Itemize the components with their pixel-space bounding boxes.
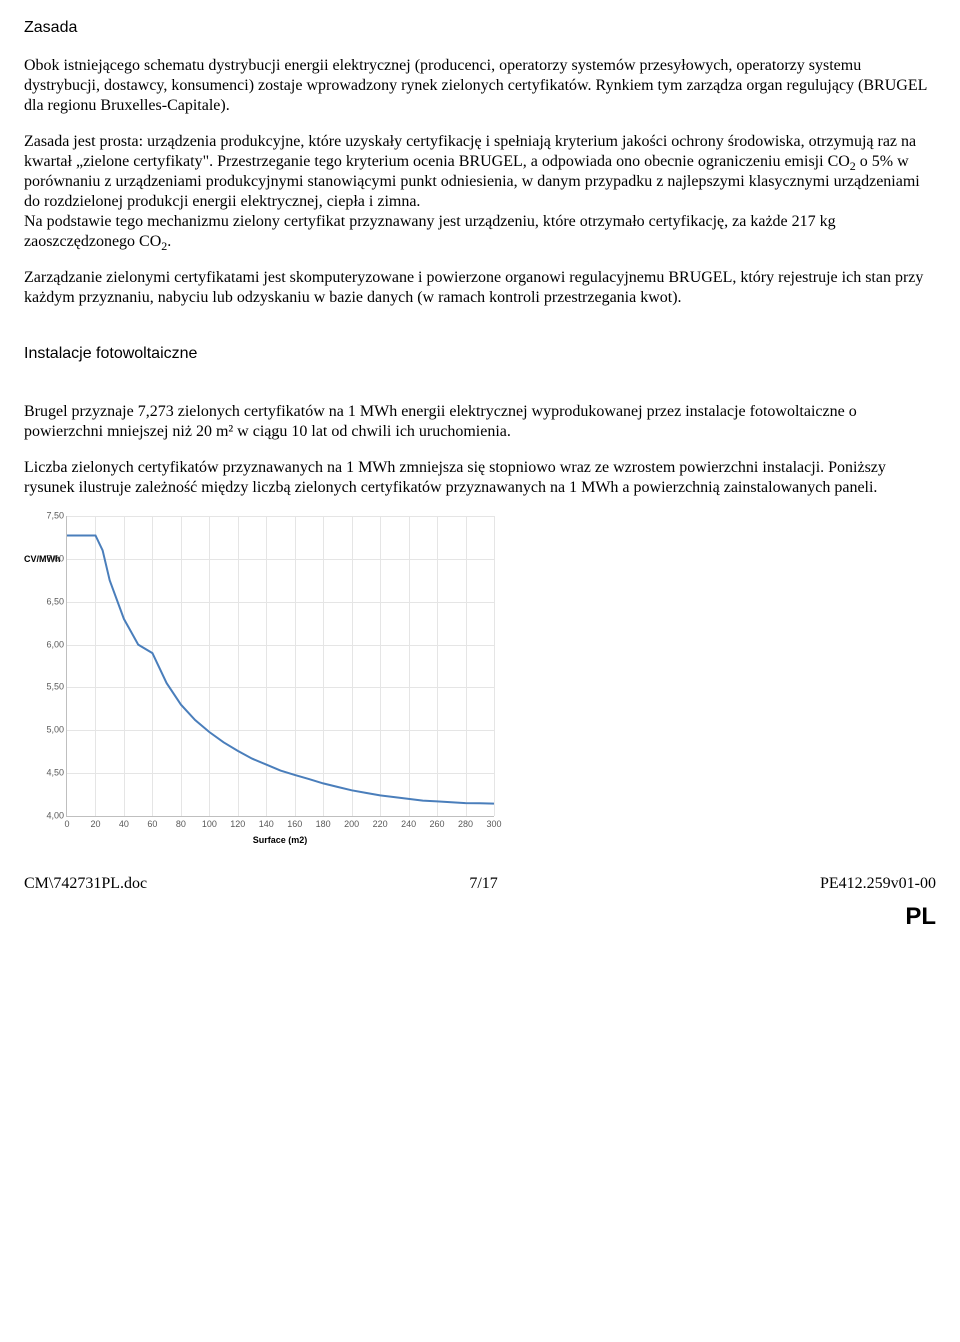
paragraph-mechanism: Na podstawie tego mechanizmu zielony cer… bbox=[24, 212, 936, 252]
chart-ytick: 5,50 bbox=[24, 682, 64, 693]
chart-xtick: 60 bbox=[147, 819, 157, 830]
chart-xtick: 200 bbox=[344, 819, 359, 830]
footer-pe-ref: PE412.259v01-00 bbox=[820, 874, 936, 894]
paragraph-pv-decrease: Liczba zielonych certyfikatów przyznawan… bbox=[24, 458, 936, 498]
chart-xtick: 240 bbox=[401, 819, 416, 830]
chart-xtick: 260 bbox=[430, 819, 445, 830]
chart-series-line bbox=[67, 536, 494, 804]
chart-ytick: 4,50 bbox=[24, 768, 64, 779]
chart-xtick: 140 bbox=[259, 819, 274, 830]
paragraph-intro: Obok istniejącego schematu dystrybucji e… bbox=[24, 56, 936, 116]
chart-ytick: 6,00 bbox=[24, 639, 64, 650]
footer-language-code: PL bbox=[24, 902, 936, 932]
chart-line bbox=[67, 516, 494, 816]
chart-ytick: 7,00 bbox=[24, 553, 64, 564]
chart-cv-per-mwh: CV/MWh 4,004,505,005,506,006,507,007,50 … bbox=[24, 516, 494, 846]
chart-ytick: 5,00 bbox=[24, 725, 64, 736]
footer-doc-ref: CM\742731PL.doc bbox=[24, 874, 147, 894]
paragraph-mechanism-b: . bbox=[167, 233, 171, 250]
chart-ytick: 7,50 bbox=[24, 510, 64, 521]
chart-xtick: 120 bbox=[230, 819, 245, 830]
chart-xtick: 20 bbox=[90, 819, 100, 830]
chart-gridline-v bbox=[494, 516, 495, 816]
chart-xtick: 40 bbox=[119, 819, 129, 830]
section-heading-zasada: Zasada bbox=[24, 18, 936, 38]
paragraph-management: Zarządzanie zielonymi certyfikatami jest… bbox=[24, 268, 936, 308]
paragraph-mechanism-a: Na podstawie tego mechanizmu zielony cer… bbox=[24, 213, 836, 250]
chart-xtick: 160 bbox=[287, 819, 302, 830]
chart-x-axis-label: Surface (m2) bbox=[66, 835, 494, 846]
chart-xtick: 280 bbox=[458, 819, 473, 830]
chart-xtick: 300 bbox=[486, 819, 501, 830]
section-heading-instalacje: Instalacje fotowoltaiczne bbox=[24, 344, 936, 364]
chart-xtick: 220 bbox=[373, 819, 388, 830]
footer-page-number: 7/17 bbox=[469, 874, 497, 894]
paragraph-principle-a: Zasada jest prosta: urządzenia produkcyj… bbox=[24, 133, 916, 170]
chart-ytick: 6,50 bbox=[24, 596, 64, 607]
chart-xtick: 100 bbox=[202, 819, 217, 830]
chart-plot-area: 0204060801001201401601802002202402602803… bbox=[66, 516, 494, 817]
page-footer: CM\742731PL.doc 7/17 PE412.259v01-00 bbox=[24, 874, 936, 894]
paragraph-principle: Zasada jest prosta: urządzenia produkcyj… bbox=[24, 132, 936, 212]
chart-xtick: 80 bbox=[176, 819, 186, 830]
chart-xtick: 0 bbox=[64, 819, 69, 830]
paragraph-pv-rate: Brugel przyznaje 7,273 zielonych certyfi… bbox=[24, 402, 936, 442]
chart-xtick: 180 bbox=[316, 819, 331, 830]
chart-ytick: 4,00 bbox=[24, 810, 64, 821]
